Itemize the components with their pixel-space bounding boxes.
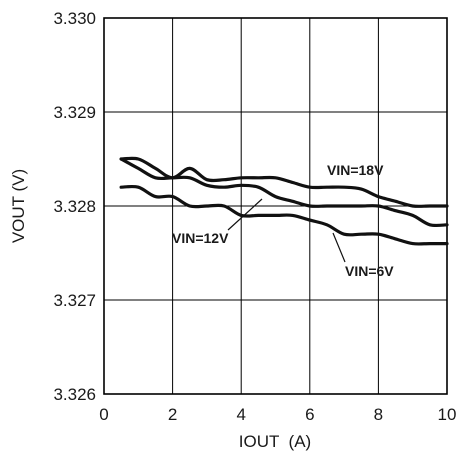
annotation-vin-12v: VIN=12V (172, 230, 229, 246)
annotation-vin-18v: VIN=18V (327, 162, 384, 178)
y-axis-title: VOUT (V) (9, 169, 28, 243)
x-tick-label: 10 (438, 405, 457, 424)
x-tick-label: 6 (305, 405, 314, 424)
y-tick-labels: 3.326 3.327 3.328 3.329 3.330 (53, 9, 96, 404)
y-tick-label: 3.329 (53, 103, 96, 122)
annotation-vin-6v-leader (332, 232, 346, 263)
x-tick-label: 0 (99, 405, 108, 424)
grid (104, 18, 447, 394)
y-tick-label: 3.328 (53, 197, 96, 216)
series-line-vin-12v (119, 157, 449, 228)
x-tick-label: 2 (168, 405, 177, 424)
series-lines (119, 156, 449, 246)
y-tick-label: 3.327 (53, 291, 96, 310)
x-tick-label: 4 (236, 405, 245, 424)
annotation-vin-12v-leader (227, 198, 263, 231)
x-tick-label: 8 (374, 405, 383, 424)
x-axis-title: IOUT (A) (239, 432, 311, 451)
y-tick-label: 3.330 (53, 9, 96, 28)
annotation-vin-6v: VIN=6V (345, 263, 394, 279)
x-tick-labels: 0 2 4 6 8 10 (99, 405, 456, 424)
y-tick-label: 3.326 (53, 385, 96, 404)
series-line-vin-6v (119, 184, 449, 246)
